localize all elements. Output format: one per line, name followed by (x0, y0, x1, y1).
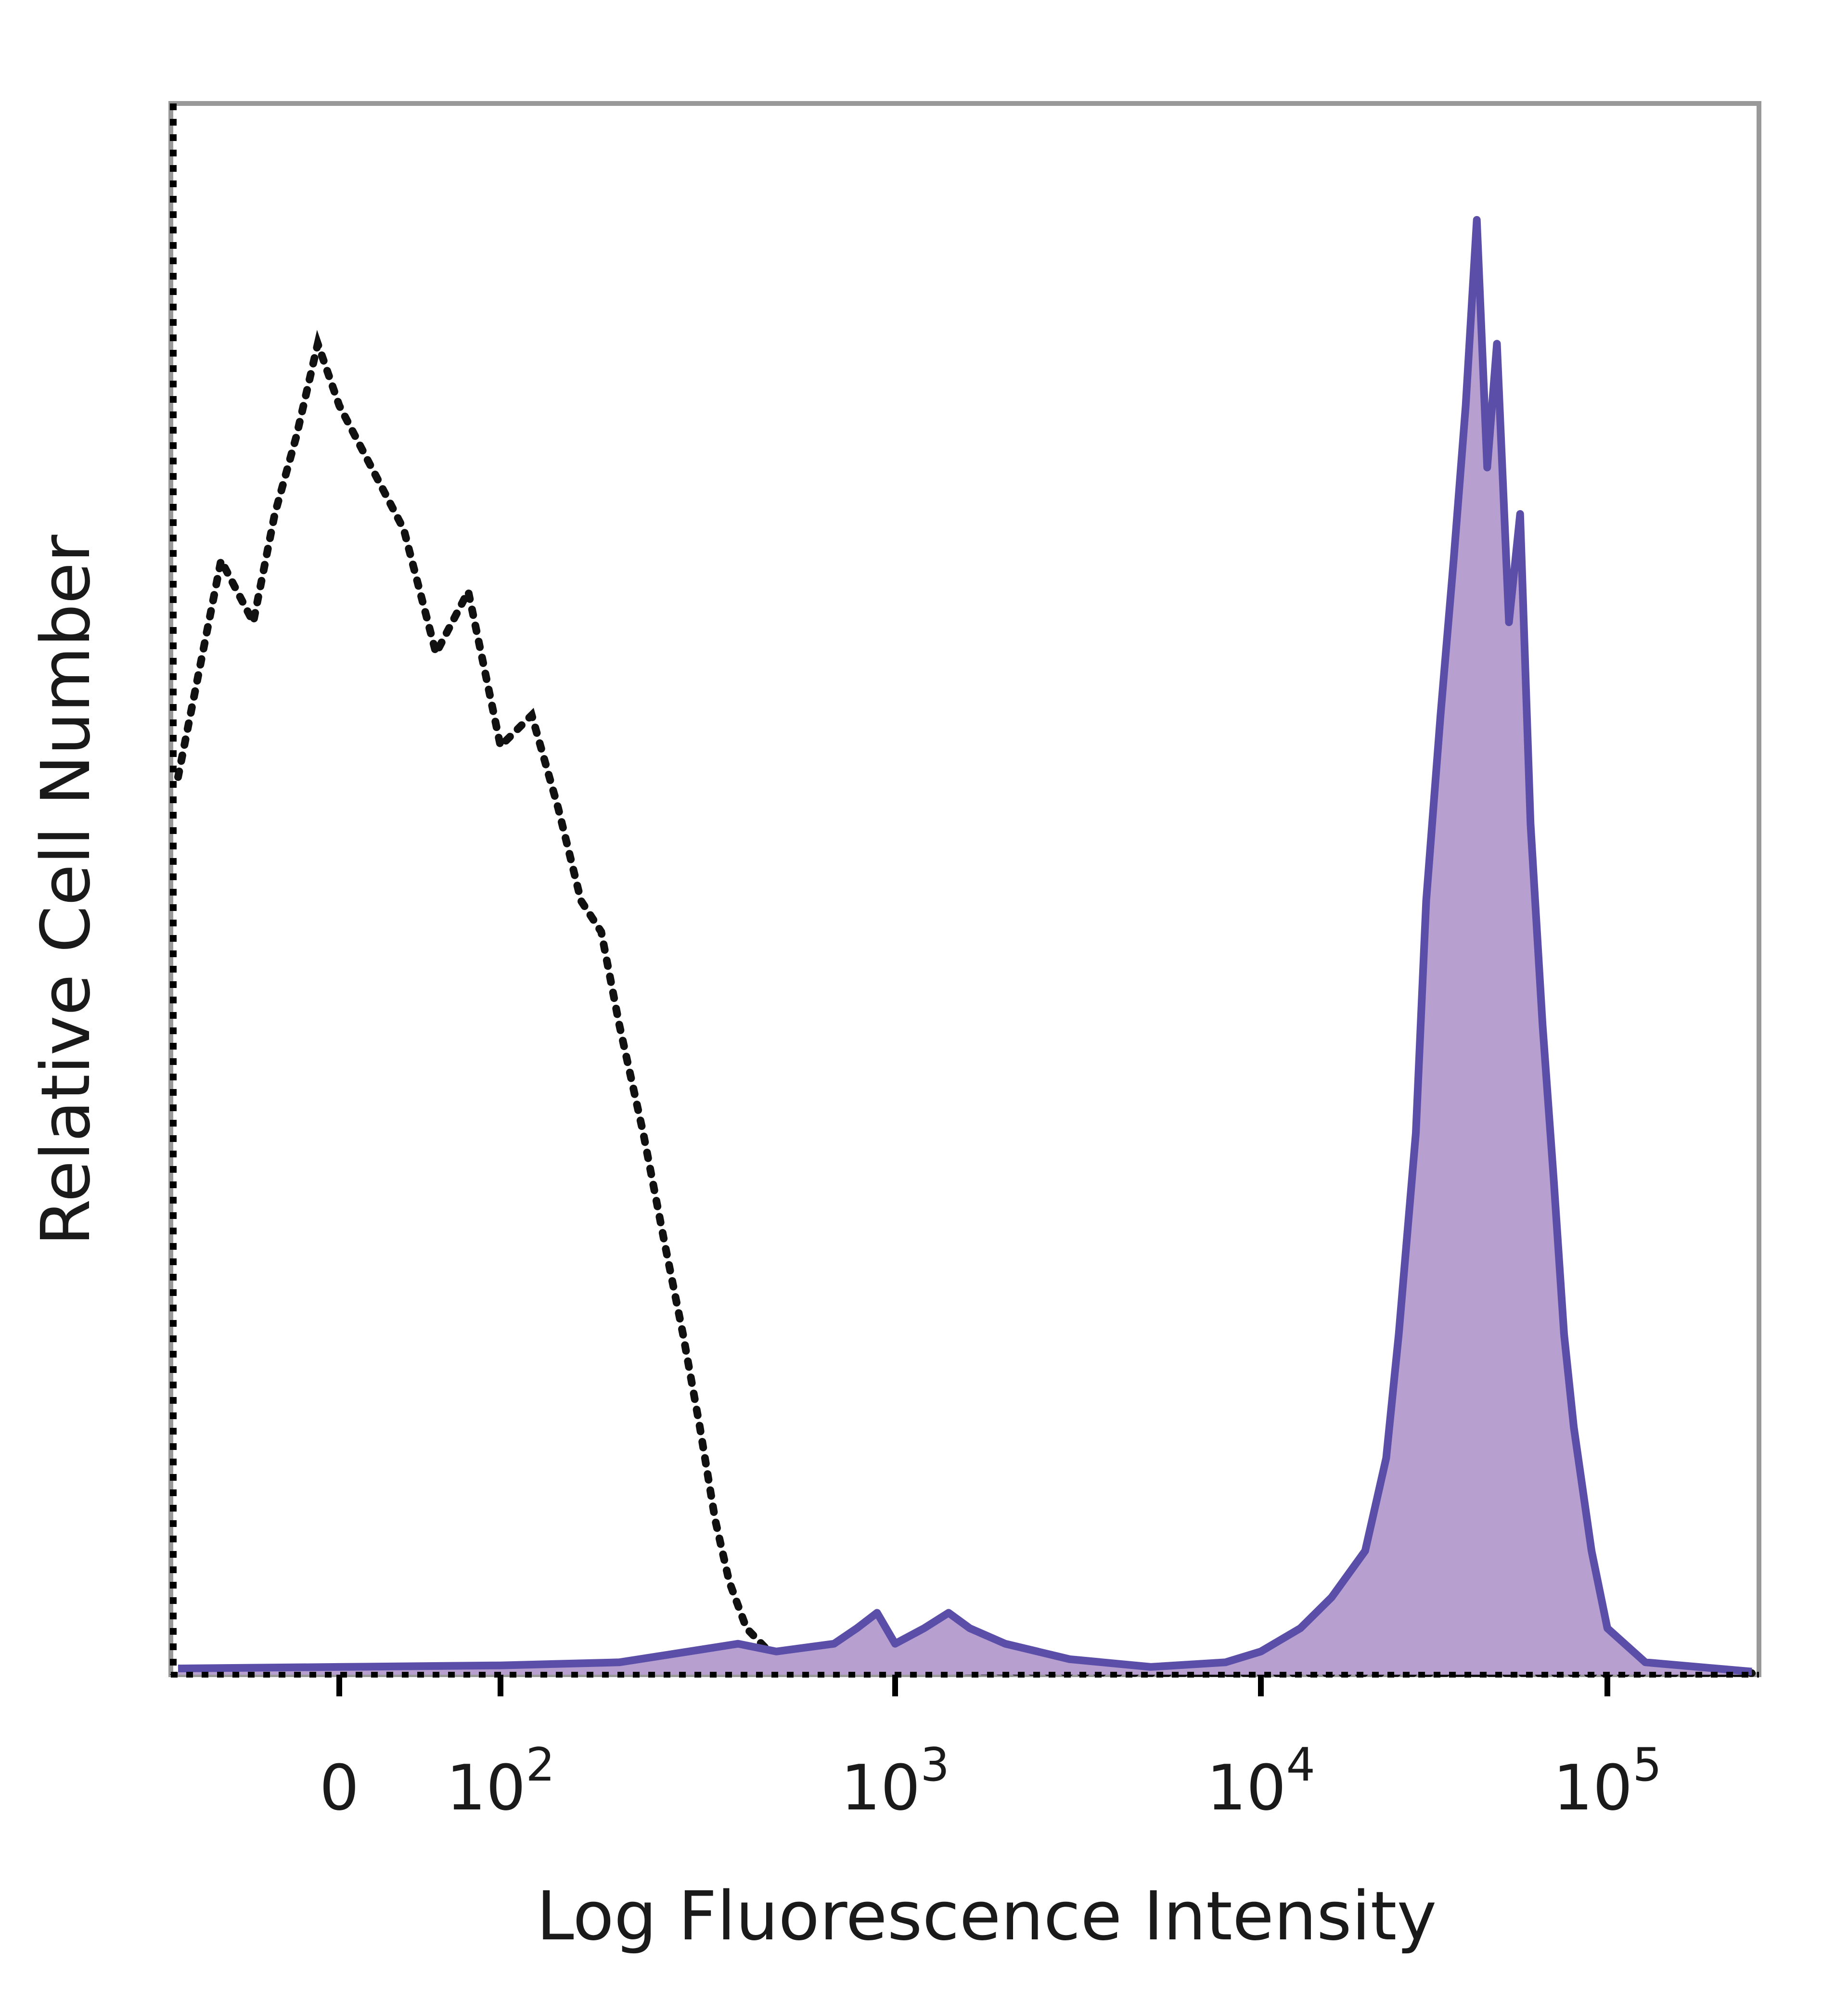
stained-histogram-fill (178, 219, 1752, 1675)
x-tick-label-base: 10 (1206, 1751, 1286, 1824)
stained-histogram-layer (178, 216, 1752, 1676)
x-tick-label: 103 (841, 1739, 950, 1824)
x-tick-label-exponent: 2 (526, 1739, 554, 1792)
x-axis-ticks: 0 102 103 104 105 (320, 1675, 1662, 1824)
stained-histogram-line (178, 216, 1752, 1676)
x-tick-label-base: 10 (446, 1751, 526, 1824)
x-tick-label-base: 0 (320, 1751, 359, 1824)
x-axis-title: Log Fluorescence Intensity (537, 1877, 1437, 1956)
x-tick-label: 102 (446, 1739, 555, 1824)
x-tick-label-exponent: 5 (1632, 1739, 1661, 1792)
y-axis-title: Relative Cell Number (27, 535, 105, 1246)
x-tick-label-base: 10 (1553, 1751, 1632, 1824)
x-tick-label: 0 (320, 1751, 359, 1824)
x-tick-label: 104 (1206, 1739, 1315, 1824)
x-tick-label-exponent: 4 (1286, 1739, 1315, 1792)
x-tick-label: 105 (1553, 1739, 1662, 1824)
x-tick-label-base: 10 (841, 1751, 920, 1824)
x-tick-label-exponent: 3 (920, 1739, 949, 1792)
